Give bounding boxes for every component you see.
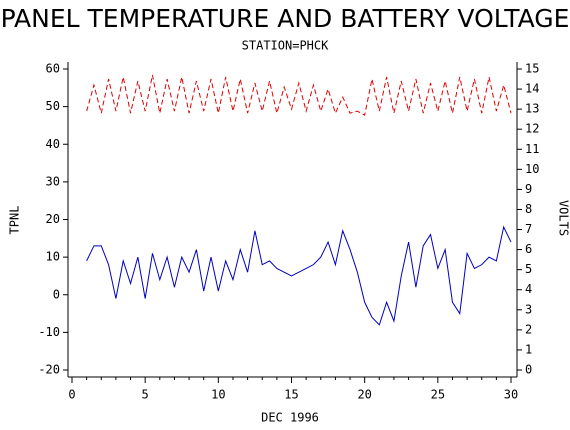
y2-tick-label: 2: [525, 322, 532, 336]
y2-tick-label: 4: [525, 282, 532, 296]
y2-tick-label: 3: [525, 302, 532, 316]
chart-title: PANEL TEMPERATURE AND BATTERY VOLTAGE: [1, 4, 570, 33]
y-tick-label: 20: [46, 212, 60, 226]
y-tick-label: 60: [46, 62, 60, 76]
series-line: [86, 225, 512, 326]
y2-tick-label: 7: [525, 222, 532, 236]
y2-tick-label: 6: [525, 242, 532, 256]
y2-tick-label: 1: [525, 342, 532, 356]
y2-tick-label: 9: [525, 182, 532, 196]
x-tick-label: 10: [211, 388, 225, 402]
y-axis-label: TPNL: [8, 206, 22, 235]
x-tick-label: 30: [504, 388, 518, 402]
x-tick-label: 5: [142, 388, 149, 402]
y-tick-label: 10: [46, 250, 60, 264]
y-tick-label: 30: [46, 174, 60, 188]
y2-tick-label: 10: [525, 162, 539, 176]
y2-tick-label: 13: [525, 102, 539, 116]
y-tick-label: 0: [53, 287, 60, 301]
y2-tick-label: 12: [525, 122, 539, 136]
y2-tick-label: 0: [525, 363, 532, 377]
y2-tick-label: 11: [525, 142, 539, 156]
x-axis-label: DEC 1996: [261, 411, 319, 425]
y-tick-label: -10: [38, 325, 60, 339]
y2-axis-label: VOLTS: [557, 200, 570, 236]
x-tick-label: 15: [284, 388, 298, 402]
x-tick-label: 25: [431, 388, 445, 402]
x-tick-label: 20: [357, 388, 371, 402]
y2-tick-label: 8: [525, 202, 532, 216]
y2-tick-label: 5: [525, 262, 532, 276]
y2-tick-label: 14: [525, 82, 539, 96]
series-line: [86, 74, 512, 116]
x-tick-label: 0: [68, 388, 75, 402]
y-tick-label: 40: [46, 137, 60, 151]
y-tick-label: 50: [46, 99, 60, 113]
y2-tick-label: 15: [525, 62, 539, 76]
chart-subtitle: STATION=PHCK: [242, 39, 329, 53]
y-tick-label: -20: [38, 363, 60, 377]
